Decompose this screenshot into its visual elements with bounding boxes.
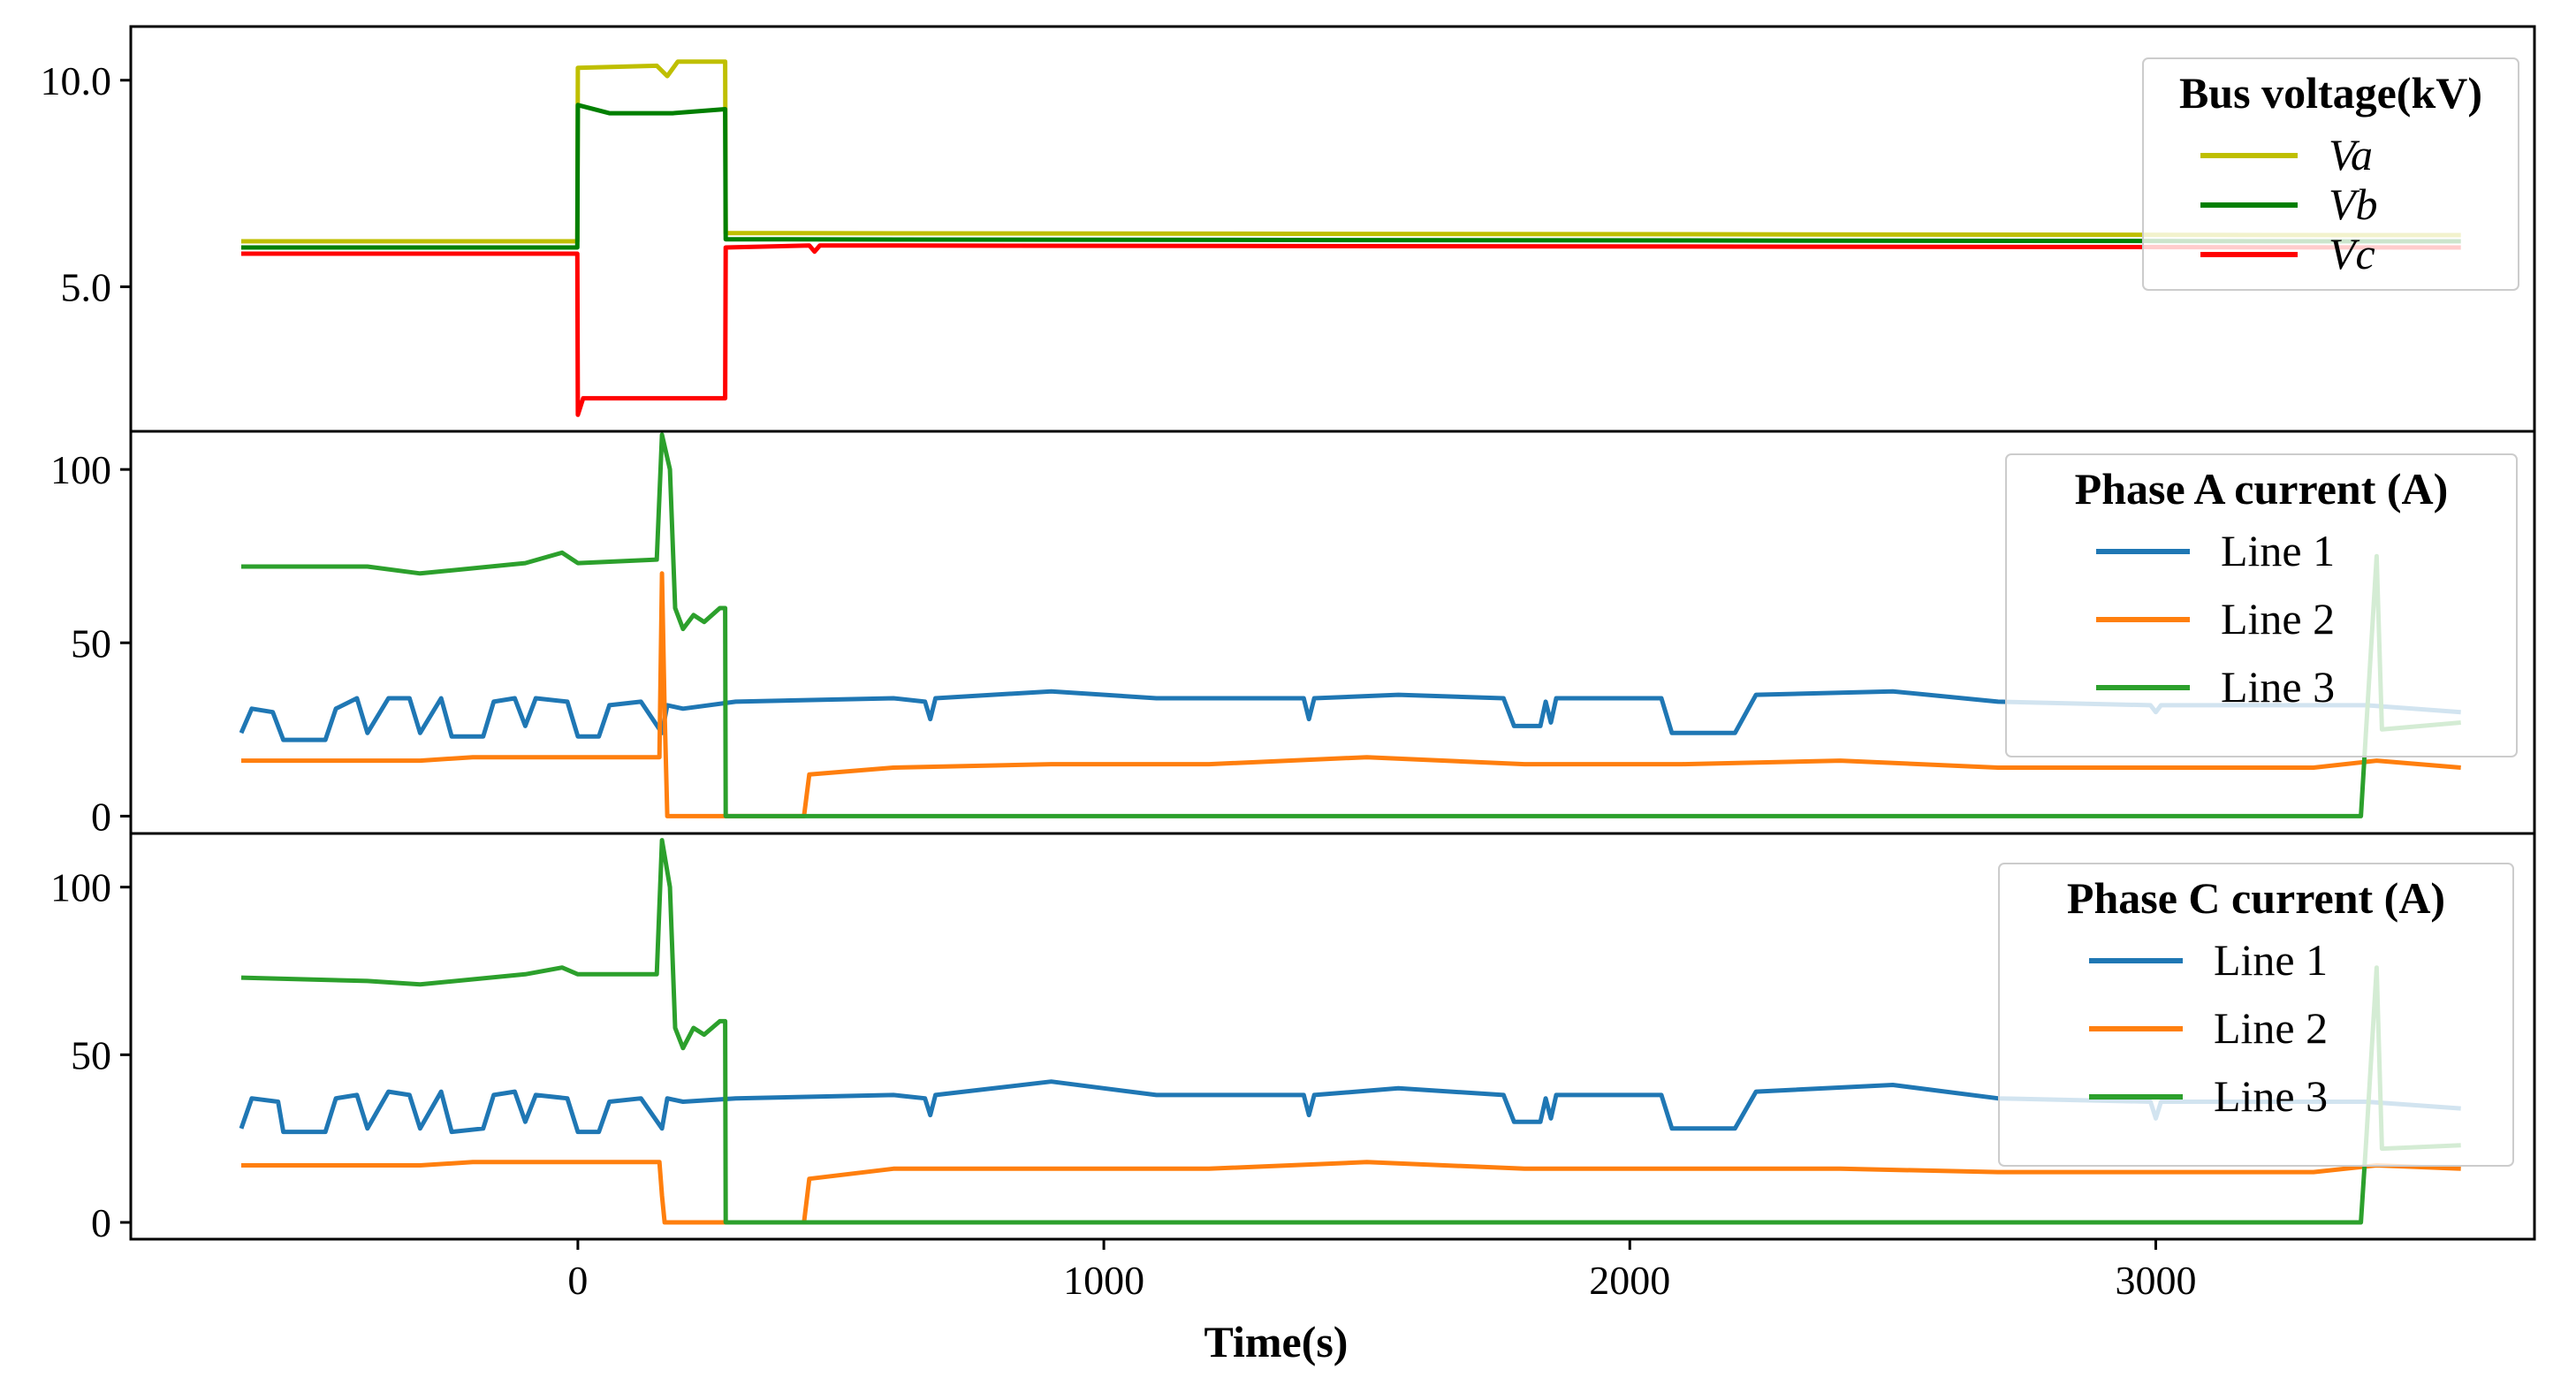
- series-line-line-3: [241, 432, 2461, 818]
- x-tick-label: 3000: [2115, 1258, 2196, 1303]
- legend-box: [2142, 57, 2519, 291]
- legend-title: Phase A current (A): [2075, 464, 2449, 514]
- series-line-line-1: [239, 689, 2461, 742]
- legend-label: Line 3: [2221, 662, 2335, 712]
- series-line-line-2: [241, 571, 2461, 818]
- legend-label: Vc: [2329, 229, 2375, 278]
- legend-label: Line 1: [2214, 935, 2328, 985]
- legend-label: Line 1: [2221, 526, 2335, 575]
- legend-label: Va: [2329, 130, 2373, 179]
- legend-box: [2005, 453, 2518, 757]
- x-axis-label: Time(s): [1204, 1317, 1349, 1366]
- y-tick-label: 0: [91, 1200, 111, 1245]
- y-tick-label: 5.0: [61, 264, 112, 309]
- y-tick-label: 10.0: [41, 58, 112, 103]
- legend-label: Vb: [2329, 179, 2378, 229]
- y-tick-label: 100: [50, 865, 111, 910]
- legend-box: [1998, 863, 2514, 1167]
- x-axis: 0 1000 2000 3000: [567, 1239, 2196, 1303]
- y-tick-label: 50: [71, 1032, 111, 1077]
- series-line-line-2: [241, 1160, 2461, 1225]
- y-tick-label: 50: [71, 620, 111, 666]
- panel-3: 0 50 100 Phase C current (A) Line 1 Line 2 Lin…: [50, 832, 2536, 1245]
- series-line-va: [241, 59, 2461, 244]
- panel-1-lines: [241, 59, 2461, 417]
- legend-label: Line 2: [2221, 594, 2335, 643]
- x-tick-label: 2000: [1589, 1258, 1670, 1303]
- series-line-vb: [241, 103, 2461, 250]
- legend: Phase A current (A) Line 1 Line 2 Line 3: [2005, 453, 2518, 757]
- legend-label: Line 3: [2214, 1071, 2328, 1121]
- legend-label: Line 2: [2214, 1003, 2328, 1053]
- legend-title: Phase C current (A): [2067, 873, 2445, 923]
- series-line-line-3: [240, 838, 2461, 1225]
- series-line-line-1: [239, 1079, 2461, 1135]
- y-tick-label: 100: [50, 447, 111, 492]
- x-tick-label: 1000: [1063, 1258, 1144, 1303]
- x-tick-label: 0: [567, 1258, 588, 1303]
- panel-frame: [129, 832, 2536, 1241]
- panel-2: 0 50 100 Phase A current (A) Line 1 Line 2 Lin…: [50, 430, 2536, 839]
- legend: Phase C current (A) Line 1 Line 2 Line 3: [1998, 863, 2514, 1167]
- panel-3-lines: [239, 838, 2461, 1225]
- legend-title: Bus voltage(kV): [2179, 68, 2482, 118]
- panel-2-lines: [239, 432, 2461, 818]
- y-tick-label: 0: [91, 794, 111, 839]
- series-line-vc: [241, 243, 2461, 417]
